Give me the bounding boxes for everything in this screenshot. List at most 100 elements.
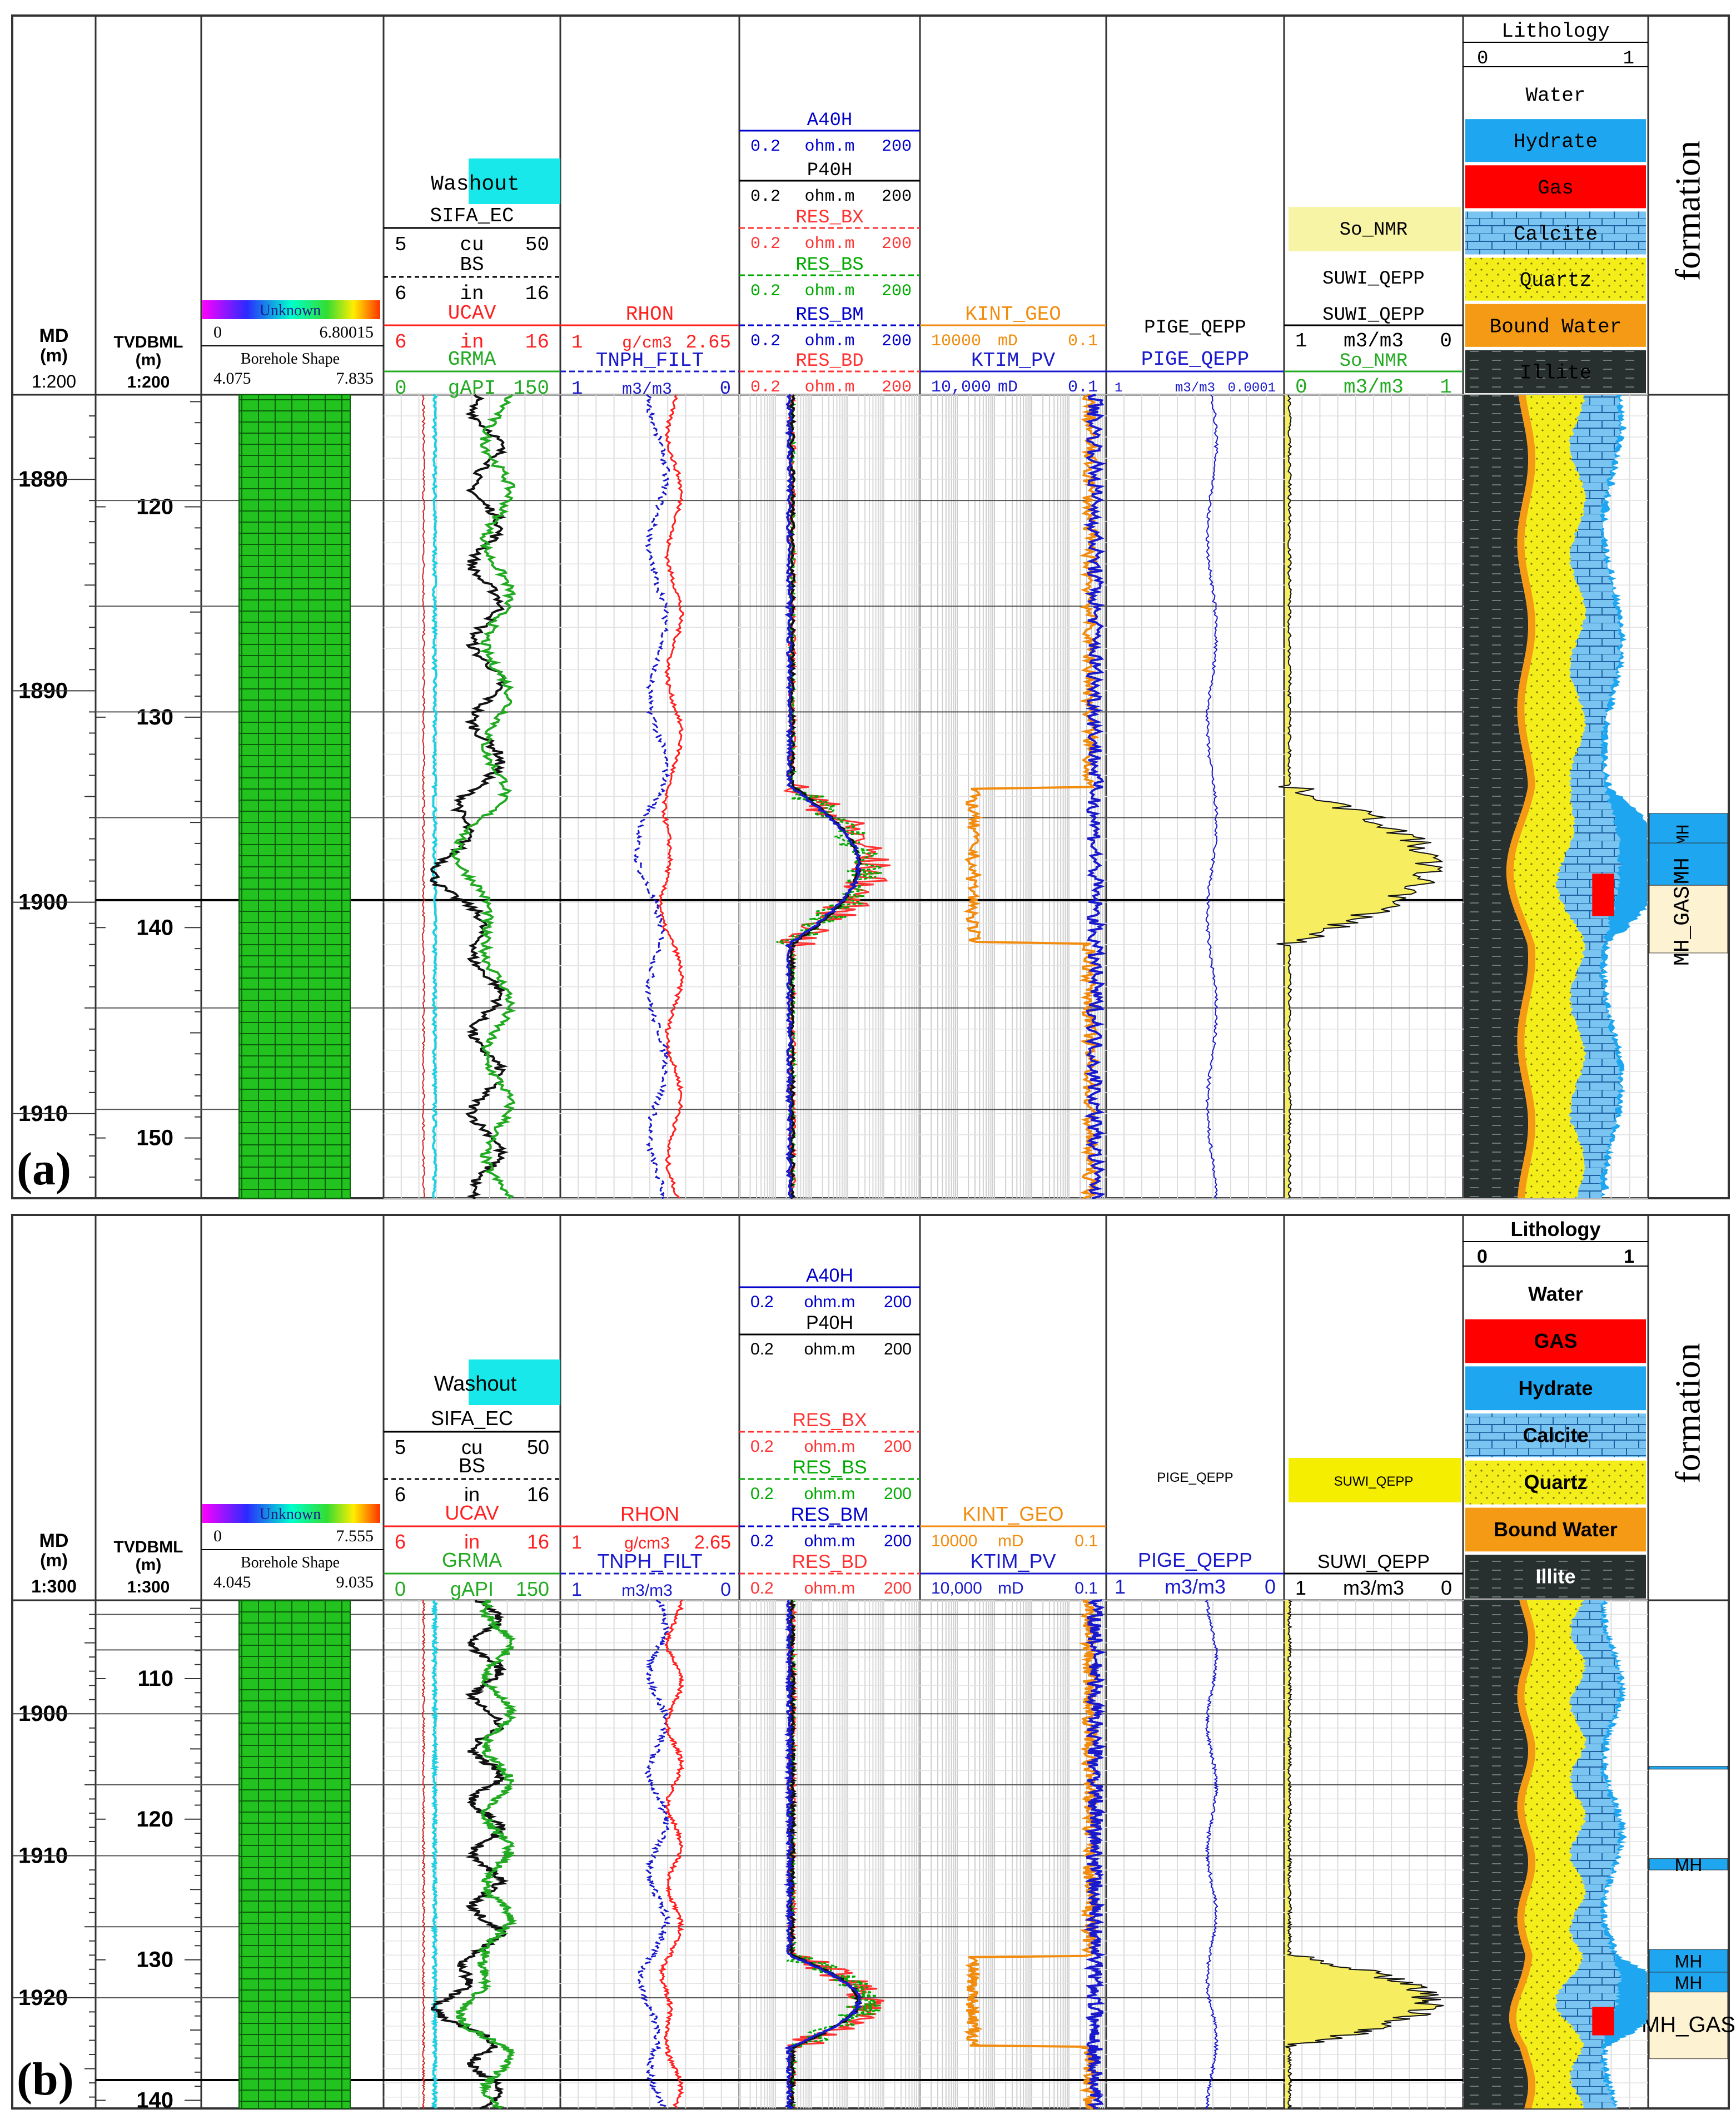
grma-curve [455,1599,518,2110]
fill-label: So_NMR [1340,220,1407,241]
pige-name: PIGE_QEPP [1138,1549,1252,1571]
image-max: 6.80015 [320,323,374,341]
sifa-min: 5 [395,1436,406,1458]
washout-label: Washout [434,1372,517,1396]
kint-max: 0.1 [1075,1532,1098,1550]
gas-band [1592,874,1614,916]
quartz-band [1516,1600,1587,2108]
res-unit-3: ohm.m [804,282,854,301]
res-max-1: 200 [882,187,912,206]
res-max-2: 200 [884,1437,912,1456]
tnph-curve [636,1599,671,2110]
shape-max: 7.835 [336,369,374,388]
suwi-min: 1 [1295,330,1307,353]
formation-title: formation [1668,1343,1708,1483]
rhon-curve [658,1599,685,2109]
pige-name: PIGE_QEPP [1141,348,1249,371]
md-unit: (m) [40,345,68,365]
md-unit: (m) [40,1550,68,1570]
sifa-name: SIFA_EC [431,1407,513,1430]
ktim-min: 10,000 [931,378,991,397]
res-unit-1: ohm.m [804,187,854,206]
ucav-min: 6 [395,1530,406,1553]
fill-swatch [1289,207,1461,251]
res-unit-3: ohm.m [804,1485,855,1503]
so-name: So_NMR [1340,351,1407,372]
res-name-3: RES_BS [795,255,863,276]
saturation-fill [1285,1600,1444,2108]
rhon-max: 2.65 [685,333,731,354]
image-curve-name: Unknown [260,302,321,319]
res-min-5: 0.2 [750,1579,774,1597]
formation-zone [1649,885,1728,954]
formation-title: formation [1668,141,1708,281]
log-panel-1: MD(m)1:300TVDBML(m)1:3001900191019201101… [11,1214,1735,2112]
image-max: 7.555 [336,1527,374,1545]
kint-min: 10000 [931,1532,977,1550]
a40h-curve [784,394,862,1199]
bs-unit: in [460,282,484,305]
calcite-band [1555,395,1622,1198]
grma-curve [451,394,516,1199]
sifa-min: 5 [395,234,407,256]
res-unit-5: ohm.m [804,1579,855,1597]
tvd-tick-label: 110 [137,1666,173,1691]
ktim-unit: mD [998,378,1018,397]
res-max-5: 200 [884,1579,912,1597]
legend-label: GAS [1534,1329,1577,1352]
so-max: 1 [1440,376,1452,399]
suwi-curve [1285,1600,1444,2109]
grma-min: 0 [395,1577,406,1600]
kint-unit: mD [998,332,1018,351]
formation-zone-label: MH_GAS [1671,886,1696,966]
saturation-fill [1276,395,1442,1198]
formation-zone-label: MH_GAS [1642,2013,1735,2037]
pige-curve [1205,1600,1219,2109]
tvd-tick-label: 120 [136,1807,173,1832]
lithology-title: Lithology [1511,1218,1601,1240]
rhon-max: 2.65 [694,1532,731,1553]
ucav-name: UCAV [445,1501,499,1524]
res-name-2: RES_BX [795,207,863,229]
res-max-3: 200 [882,282,912,301]
pige-min: 1 [1115,1575,1126,1598]
formation-zone-label: MH [1675,1973,1703,1993]
md-header: MD [39,1530,69,1551]
sifa-unit: cu [461,1436,483,1458]
so-unit: m3/m3 [1344,376,1404,399]
ktim-unit: mD [998,1579,1024,1597]
ktim-name: KTIM_PV [970,1550,1056,1572]
legend-label: Quartz [1520,269,1592,292]
md-header: MD [39,325,69,346]
tvd-tick-label: 130 [136,1948,173,1972]
formation-zone-label: MH [1675,1855,1703,1875]
panel-frame [11,1214,1730,2110]
tvd-header: TVDBML [114,1538,183,1556]
res-name-5: RES_BD [795,351,863,372]
res-max-0: 200 [884,1293,912,1311]
res-unit-4: ohm.m [804,1532,855,1550]
log-panel-0: MD(m)1:200TVDBML(m)1:2001880189019001910… [11,14,1730,1199]
tvd-tick-label: 140 [136,915,173,940]
ktim-curve [1083,394,1107,1199]
pige-curve [1205,394,1219,1199]
legend-label: Quartz [1524,1471,1587,1493]
tvd-tick-label: 120 [136,495,173,519]
res-name-3: RES_BS [792,1457,867,1478]
borehole-image [238,394,351,1199]
pige-unit: m3/m3 [1175,381,1215,396]
rhon-name: RHON [626,303,674,326]
pige-top-label: PIGE_QEPP [1144,317,1246,339]
suwi-min: 1 [1295,1576,1306,1599]
tnph-max: 0 [720,379,731,400]
bound-water-band [1506,395,1536,1198]
formation-zone [1649,1766,1728,1770]
illite-band [1464,395,1529,1198]
legend-label: Hydrate [1518,1377,1593,1400]
bound-water-band [1509,1600,1536,2108]
formation-zone-label: MH [1675,1951,1703,1971]
formation-zone [1649,842,1728,886]
legend-label: Calcite [1523,1424,1588,1447]
legend-swatch-bound-water [1465,304,1646,347]
kint-name: KINT_GEO [965,303,1061,326]
